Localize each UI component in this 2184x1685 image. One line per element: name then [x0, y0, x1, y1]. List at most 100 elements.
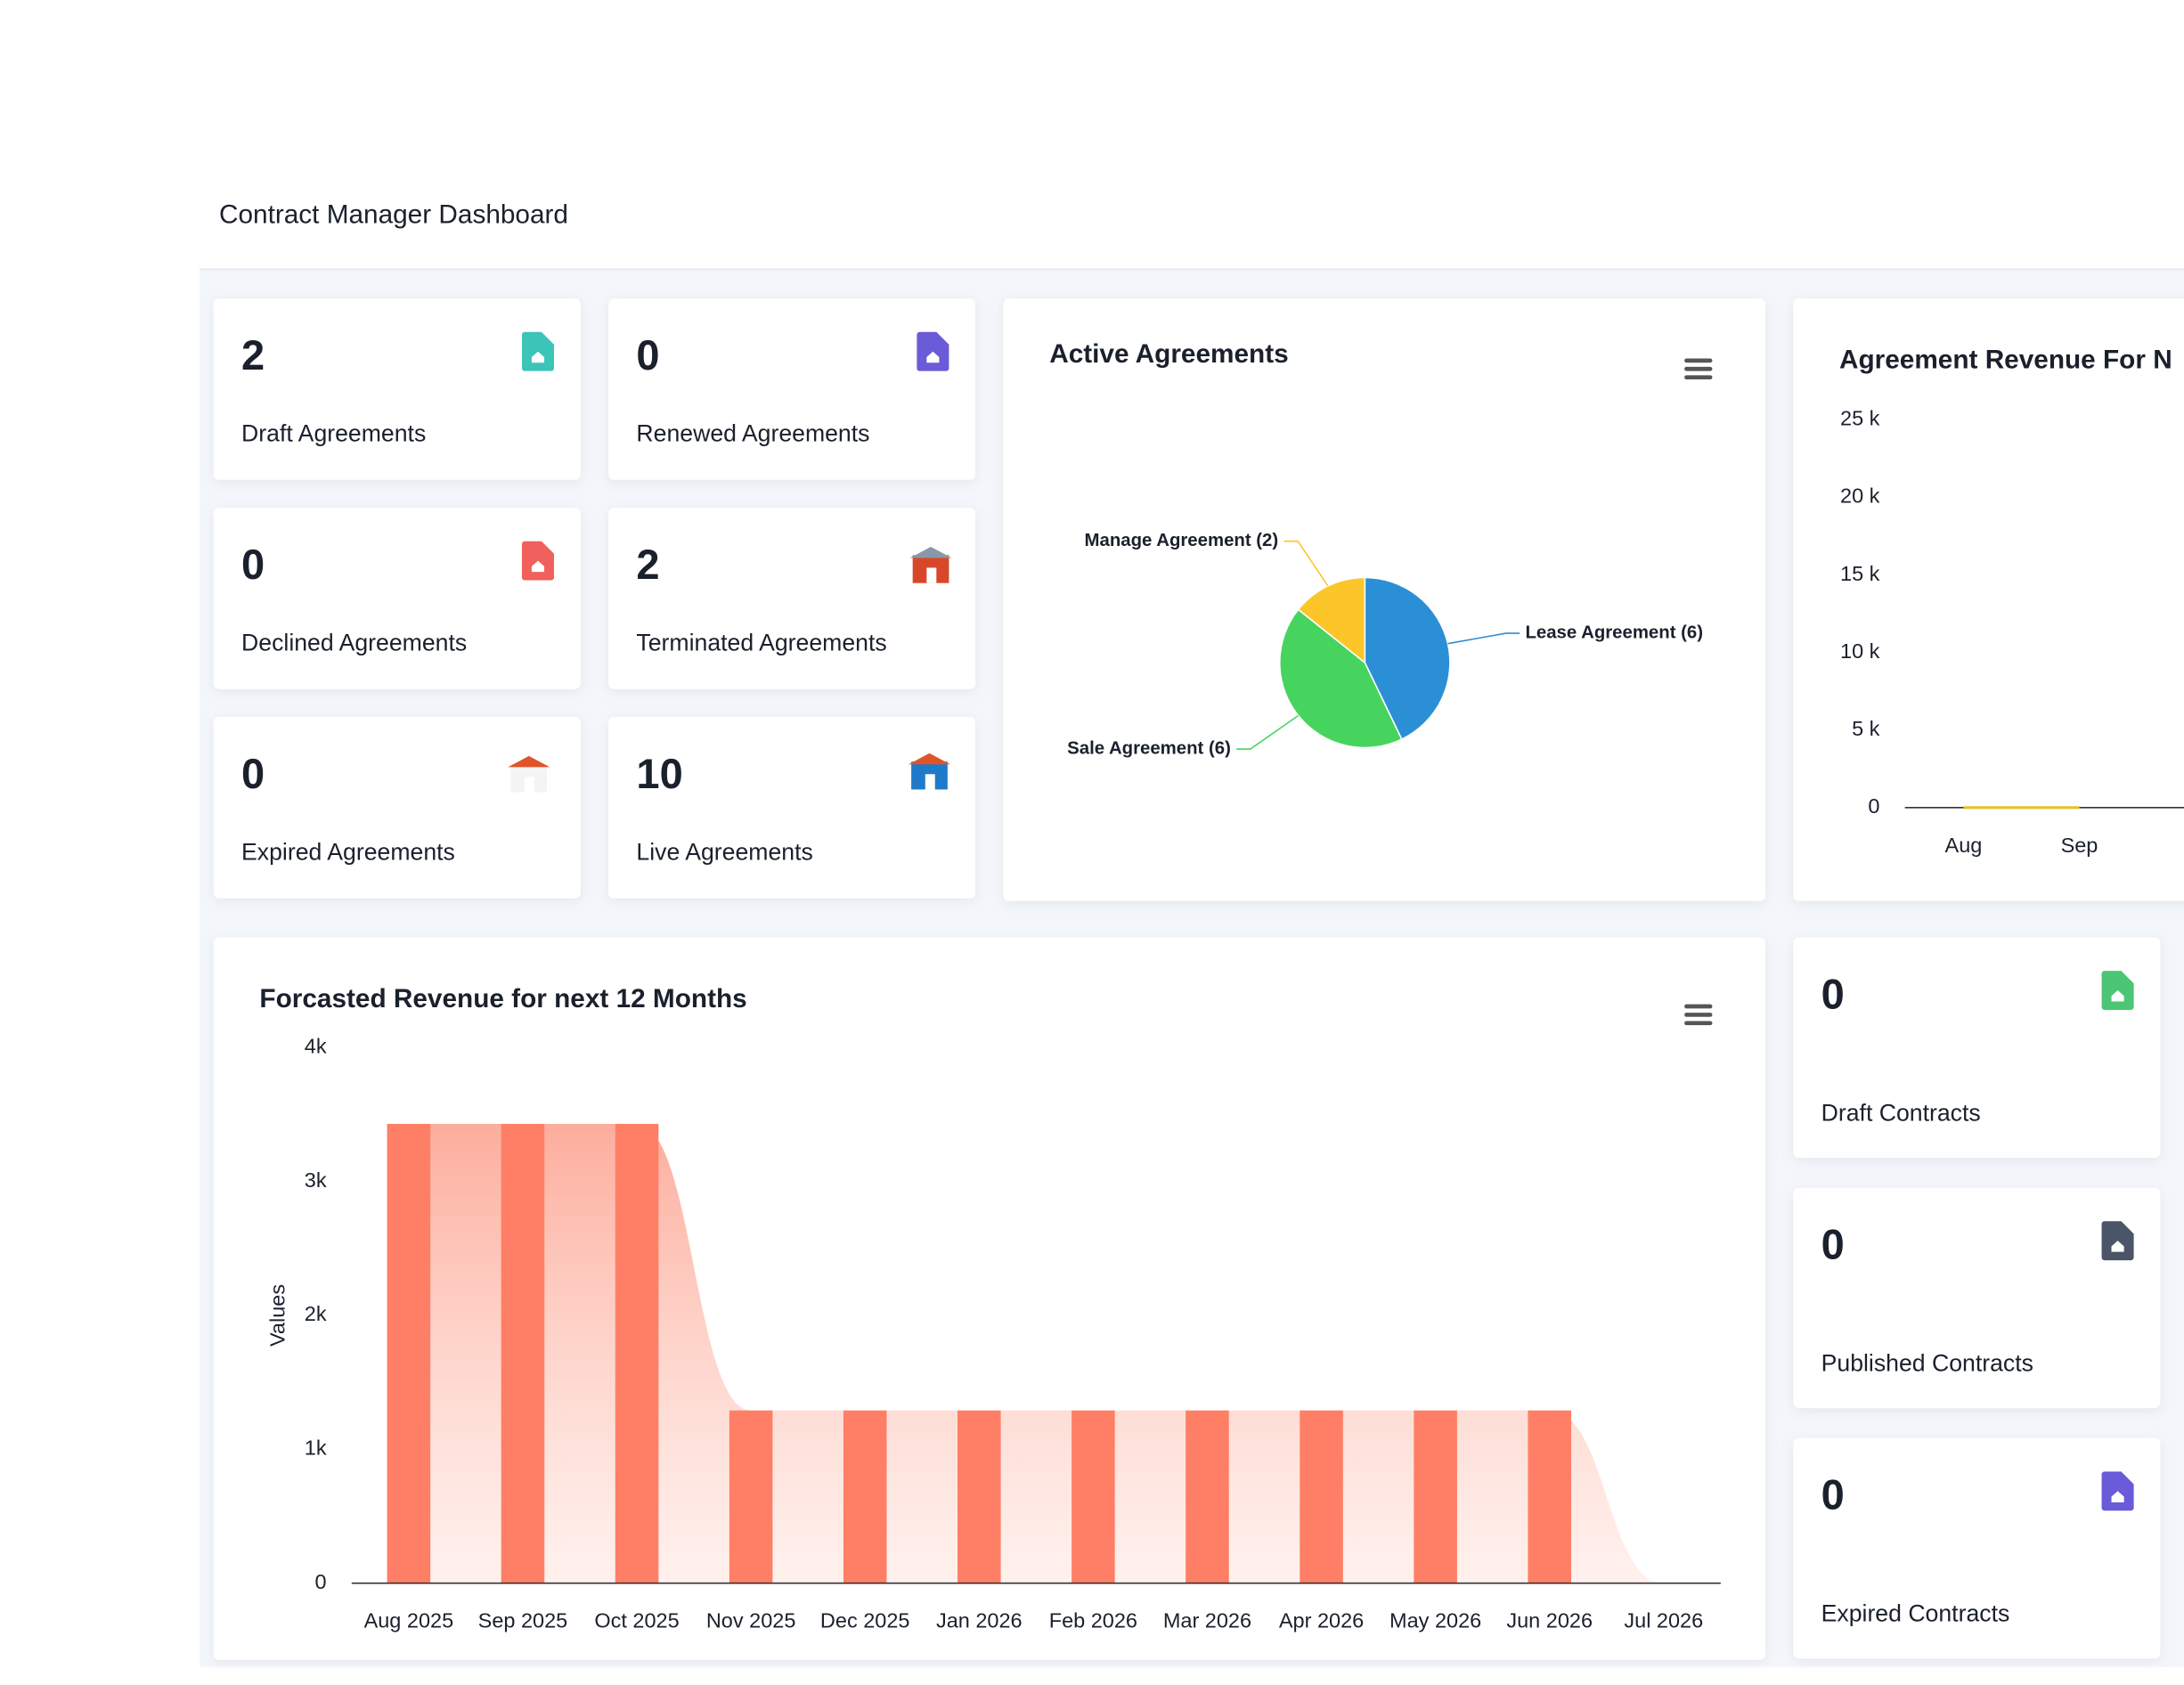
y-tick-label: 5 k [1852, 717, 1880, 740]
x-tick-label: Nov 2025 [706, 1609, 796, 1632]
x-tick-label: May 2026 [1389, 1609, 1481, 1632]
card-value: 0 [1821, 970, 1845, 1017]
card-label: Live Agreements [636, 839, 812, 866]
x-tick-label: Dec 2025 [820, 1609, 910, 1632]
y-tick-label: 2k [305, 1302, 327, 1325]
card-icon [508, 755, 550, 793]
y-tick-label: 20 k [1840, 484, 1880, 508]
y-tick-label: 0 [315, 1570, 327, 1593]
card [1793, 298, 2184, 901]
data-label: Manage Agreement (2) [1085, 531, 1279, 550]
card-value: 10 [636, 750, 682, 797]
card-label: Draft Agreements [241, 420, 426, 447]
y-tick-label: 10 k [1840, 639, 1880, 663]
y-tick-label: 1k [305, 1437, 327, 1460]
icon-shape [2101, 971, 2134, 1010]
bar [387, 1123, 431, 1583]
icon-glyph [2111, 990, 2124, 1002]
y-tick-label: 0 [1868, 794, 1879, 818]
card [1793, 937, 2161, 1158]
card-label: Renewed Agreements [636, 420, 869, 447]
card-label: Terminated Agreements [636, 630, 886, 656]
data-label: Lease Agreement (6) [1525, 623, 1703, 642]
bar [501, 1123, 545, 1583]
bar [1072, 1410, 1115, 1583]
card-value: 0 [241, 541, 265, 588]
x-tick-label: Jan 2026 [936, 1609, 1023, 1632]
x-tick-label: Feb 2026 [1049, 1609, 1137, 1632]
card [213, 508, 581, 689]
card-icon [909, 546, 952, 583]
card-icon [521, 331, 555, 371]
card [1793, 1437, 2161, 1659]
bar [729, 1410, 773, 1583]
card [608, 717, 976, 899]
card-icon [2101, 1221, 2134, 1261]
x-tick-label: Sep [2061, 834, 2098, 857]
icon-door [926, 567, 937, 583]
icon-glyph [531, 560, 545, 573]
chart-title: Forcasted Revenue for next 12 Months [259, 984, 746, 1013]
x-tick-label: Apr 2026 [1279, 1609, 1364, 1632]
menu-icon-bar[interactable] [1684, 366, 1713, 371]
icon-roof [908, 753, 950, 765]
y-tick-label: 25 k [1840, 407, 1880, 430]
card [213, 717, 581, 899]
icon-door [525, 777, 535, 793]
y-axis-title: Values [266, 1284, 289, 1347]
card-icon [917, 331, 949, 371]
x-tick-label: Mar 2026 [1163, 1609, 1251, 1632]
bar [1414, 1410, 1457, 1583]
bar [843, 1410, 887, 1583]
bar [958, 1410, 1001, 1583]
y-tick-label: 3k [305, 1168, 327, 1192]
card [1793, 1187, 2161, 1409]
icon-shape [2101, 1471, 2134, 1511]
menu-icon-bar[interactable] [1684, 358, 1713, 363]
y-tick-label: 4k [305, 1034, 327, 1057]
card-value: 0 [241, 750, 265, 797]
menu-icon-bar[interactable] [1684, 375, 1713, 380]
menu-icon-bar[interactable] [1684, 1013, 1713, 1017]
icon-shape [521, 331, 555, 371]
x-tick-label: Sep 2025 [478, 1609, 568, 1632]
x-tick-label: Jun 2026 [1506, 1609, 1593, 1632]
card-icon [521, 541, 555, 581]
label-connector [1284, 540, 1329, 587]
bar [615, 1123, 659, 1583]
card [608, 508, 976, 689]
data-label: Sale Agreement (6) [1067, 738, 1231, 758]
chart-title: Agreement Revenue For N [1839, 346, 2172, 375]
card-icon [2101, 1471, 2134, 1511]
label-connector [1447, 632, 1520, 645]
card-icon [2101, 971, 2134, 1010]
bar [1300, 1410, 1343, 1583]
menu-icon-bar[interactable] [1684, 1004, 1713, 1009]
icon-roof [508, 755, 550, 768]
menu-icon-bar[interactable] [1684, 1021, 1713, 1026]
label-connector [1236, 714, 1300, 750]
page-title: Contract Manager Dashboard [219, 200, 568, 230]
icon-glyph [2111, 1491, 2124, 1502]
bar [1186, 1410, 1229, 1583]
pie-slice [1297, 576, 1366, 664]
card-label: Declined Agreements [241, 630, 467, 656]
card-label: Expired Agreements [241, 839, 455, 866]
x-tick-label: Aug [1945, 834, 1983, 857]
bar [1528, 1410, 1571, 1583]
card-value: 2 [636, 541, 659, 588]
card-icon [908, 753, 950, 790]
card-value: 0 [1821, 1220, 1845, 1267]
icon-glyph [926, 351, 940, 363]
icon-roof [909, 546, 952, 558]
card-label: Draft Contracts [1821, 1099, 1981, 1126]
x-tick-label: Aug 2025 [364, 1609, 454, 1632]
card [608, 298, 976, 480]
icon-door [925, 774, 935, 790]
icon-shape [2101, 1221, 2134, 1261]
x-tick-label: Oct 2025 [594, 1609, 679, 1632]
icon-shape [917, 331, 949, 371]
card-label: Expired Contracts [1821, 1600, 2010, 1627]
area-fill [408, 1123, 1664, 1583]
